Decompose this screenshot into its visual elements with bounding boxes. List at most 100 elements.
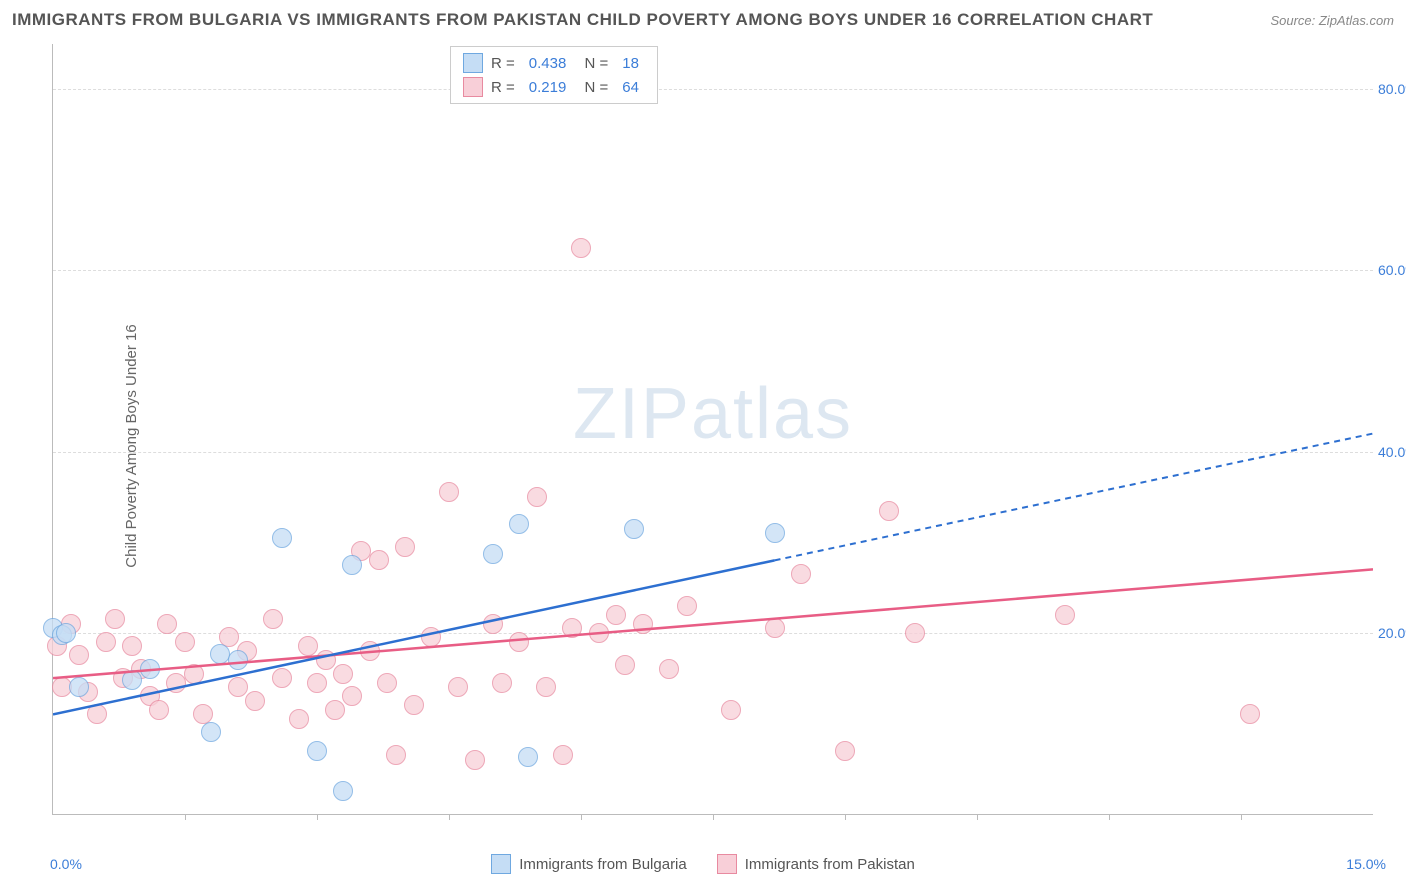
point-pakistan bbox=[386, 745, 406, 765]
point-bulgaria bbox=[69, 677, 89, 697]
point-pakistan bbox=[571, 238, 591, 258]
point-bulgaria bbox=[509, 514, 529, 534]
point-pakistan bbox=[562, 618, 582, 638]
point-bulgaria bbox=[624, 519, 644, 539]
gridline bbox=[53, 270, 1373, 271]
point-pakistan bbox=[395, 537, 415, 557]
x-tick-mark bbox=[1241, 814, 1242, 820]
n-value-pakistan: 64 bbox=[622, 79, 639, 96]
point-bulgaria bbox=[483, 544, 503, 564]
swatch-pakistan bbox=[463, 77, 483, 97]
point-pakistan bbox=[245, 691, 265, 711]
point-pakistan bbox=[492, 673, 512, 693]
point-pakistan bbox=[96, 632, 116, 652]
point-pakistan bbox=[721, 700, 741, 720]
point-bulgaria bbox=[122, 670, 142, 690]
point-pakistan bbox=[333, 664, 353, 684]
point-pakistan bbox=[439, 482, 459, 502]
n-value-bulgaria: 18 bbox=[622, 55, 639, 72]
point-pakistan bbox=[765, 618, 785, 638]
point-pakistan bbox=[105, 609, 125, 629]
gridline bbox=[53, 89, 1373, 90]
point-bulgaria bbox=[272, 528, 292, 548]
point-pakistan bbox=[360, 641, 380, 661]
point-bulgaria bbox=[56, 623, 76, 643]
point-pakistan bbox=[263, 609, 283, 629]
swatch-bulgaria bbox=[463, 53, 483, 73]
point-pakistan bbox=[536, 677, 556, 697]
x-tick-mark bbox=[713, 814, 714, 820]
source-label: Source: ZipAtlas.com bbox=[1270, 13, 1394, 28]
point-pakistan bbox=[369, 550, 389, 570]
point-pakistan bbox=[193, 704, 213, 724]
point-pakistan bbox=[298, 636, 318, 656]
x-tick-mark bbox=[581, 814, 582, 820]
x-tick-max: 15.0% bbox=[1346, 856, 1386, 872]
point-pakistan bbox=[184, 664, 204, 684]
point-pakistan bbox=[633, 614, 653, 634]
point-pakistan bbox=[677, 596, 697, 616]
point-pakistan bbox=[272, 668, 292, 688]
point-pakistan bbox=[1055, 605, 1075, 625]
point-pakistan bbox=[483, 614, 503, 634]
point-pakistan bbox=[606, 605, 626, 625]
x-tick-mark bbox=[845, 814, 846, 820]
plot-area: ZIPatlas 20.0%40.0%60.0%80.0% bbox=[52, 44, 1373, 815]
point-bulgaria bbox=[518, 747, 538, 767]
point-pakistan bbox=[157, 614, 177, 634]
point-bulgaria bbox=[342, 555, 362, 575]
point-pakistan bbox=[149, 700, 169, 720]
point-pakistan bbox=[448, 677, 468, 697]
r-value-pakistan: 0.219 bbox=[529, 79, 567, 96]
point-pakistan bbox=[879, 501, 899, 521]
swatch-bulgaria-icon bbox=[491, 854, 511, 874]
legend-row-pakistan: R = 0.219 N = 64 bbox=[463, 75, 645, 99]
point-bulgaria bbox=[201, 722, 221, 742]
x-tick-mark bbox=[449, 814, 450, 820]
point-pakistan bbox=[615, 655, 635, 675]
point-pakistan bbox=[342, 686, 362, 706]
point-pakistan bbox=[553, 745, 573, 765]
y-tick-label: 40.0% bbox=[1378, 444, 1406, 460]
legend-stats: R = 0.438 N = 18 R = 0.219 N = 64 bbox=[450, 46, 658, 104]
x-tick-mark bbox=[1109, 814, 1110, 820]
legend-label-bulgaria: Immigrants from Bulgaria bbox=[519, 856, 687, 873]
point-pakistan bbox=[377, 673, 397, 693]
point-pakistan bbox=[905, 623, 925, 643]
point-pakistan bbox=[791, 564, 811, 584]
point-pakistan bbox=[228, 677, 248, 697]
point-pakistan bbox=[87, 704, 107, 724]
point-pakistan bbox=[122, 636, 142, 656]
point-bulgaria bbox=[307, 741, 327, 761]
watermark: ZIPatlas bbox=[573, 373, 853, 455]
point-pakistan bbox=[465, 750, 485, 770]
gridline bbox=[53, 633, 1373, 634]
point-pakistan bbox=[69, 645, 89, 665]
point-pakistan bbox=[421, 627, 441, 647]
legend-item-pakistan: Immigrants from Pakistan bbox=[717, 854, 915, 874]
legend-item-bulgaria: Immigrants from Bulgaria bbox=[491, 854, 687, 874]
x-tick-mark bbox=[977, 814, 978, 820]
legend-row-bulgaria: R = 0.438 N = 18 bbox=[463, 51, 645, 75]
x-tick-mark bbox=[317, 814, 318, 820]
x-tick-min: 0.0% bbox=[50, 856, 82, 872]
y-tick-label: 20.0% bbox=[1378, 625, 1406, 641]
point-pakistan bbox=[527, 487, 547, 507]
point-pakistan bbox=[325, 700, 345, 720]
y-tick-label: 60.0% bbox=[1378, 262, 1406, 278]
r-value-bulgaria: 0.438 bbox=[529, 55, 567, 72]
point-pakistan bbox=[307, 673, 327, 693]
point-pakistan bbox=[835, 741, 855, 761]
gridline bbox=[53, 452, 1373, 453]
point-pakistan bbox=[509, 632, 529, 652]
swatch-pakistan-icon bbox=[717, 854, 737, 874]
point-bulgaria bbox=[333, 781, 353, 801]
point-pakistan bbox=[589, 623, 609, 643]
point-bulgaria bbox=[765, 523, 785, 543]
chart-title: IMMIGRANTS FROM BULGARIA VS IMMIGRANTS F… bbox=[12, 10, 1153, 30]
legend-label-pakistan: Immigrants from Pakistan bbox=[745, 856, 915, 873]
point-bulgaria bbox=[228, 650, 248, 670]
point-pakistan bbox=[175, 632, 195, 652]
y-tick-label: 80.0% bbox=[1378, 81, 1406, 97]
x-tick-mark bbox=[185, 814, 186, 820]
